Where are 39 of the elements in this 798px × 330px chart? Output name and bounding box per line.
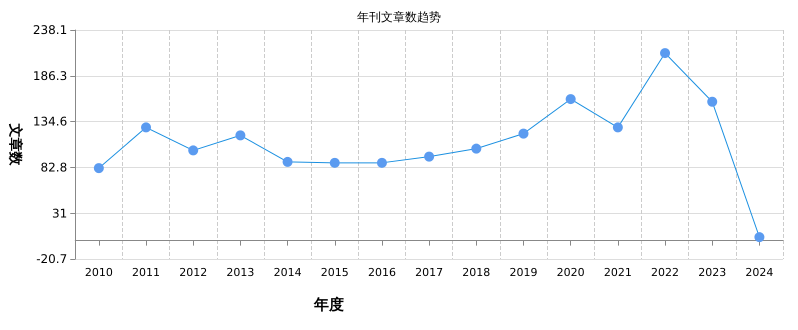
point — [94, 163, 104, 174]
y-tick-label: 238.1 — [32, 23, 68, 37]
point — [424, 152, 434, 162]
point — [707, 96, 718, 107]
y-axis-title: 文章数 — [7, 122, 24, 166]
x-tick-label: 2014 — [274, 266, 302, 279]
point — [518, 128, 528, 139]
x-tick-label: 2017 — [415, 266, 444, 279]
point — [235, 130, 246, 140]
x-tick-label: 2015 — [320, 266, 349, 279]
point — [141, 122, 152, 132]
x-tick-label: 2022 — [651, 266, 680, 279]
point — [660, 48, 670, 58]
point — [471, 144, 482, 154]
x-tick-label: 2023 — [698, 266, 726, 279]
x-tick-label: 2012 — [179, 266, 208, 279]
x-tick-label: 2020 — [556, 266, 585, 279]
y-tick-label: 31 — [52, 206, 68, 220]
x-tick-label: 2024 — [745, 266, 774, 279]
chart-title: 年刊文章数趋势 — [357, 10, 441, 24]
point — [754, 232, 764, 242]
y-tick-label: -20.7 — [36, 252, 68, 266]
y-tick-label: 186.3 — [32, 68, 68, 83]
x-tick-label: 2021 — [604, 266, 632, 279]
x-tick-label: 2013 — [226, 266, 254, 279]
x-tick-label: 2018 — [462, 266, 490, 279]
point — [282, 156, 293, 167]
point — [566, 94, 576, 104]
x-tick-label: 2011 — [132, 266, 160, 279]
point — [376, 158, 387, 168]
point — [612, 122, 623, 132]
x-tick-label: 2016 — [368, 266, 396, 279]
x-axis-title: 年度 — [313, 296, 344, 314]
y-tick-label: 82.8 — [40, 160, 68, 174]
x-tick-label: 2010 — [84, 266, 113, 279]
point — [330, 158, 340, 168]
y-tick-label: 134.6 — [32, 114, 68, 129]
point — [188, 145, 198, 156]
x-tick-label: 2019 — [509, 266, 538, 279]
